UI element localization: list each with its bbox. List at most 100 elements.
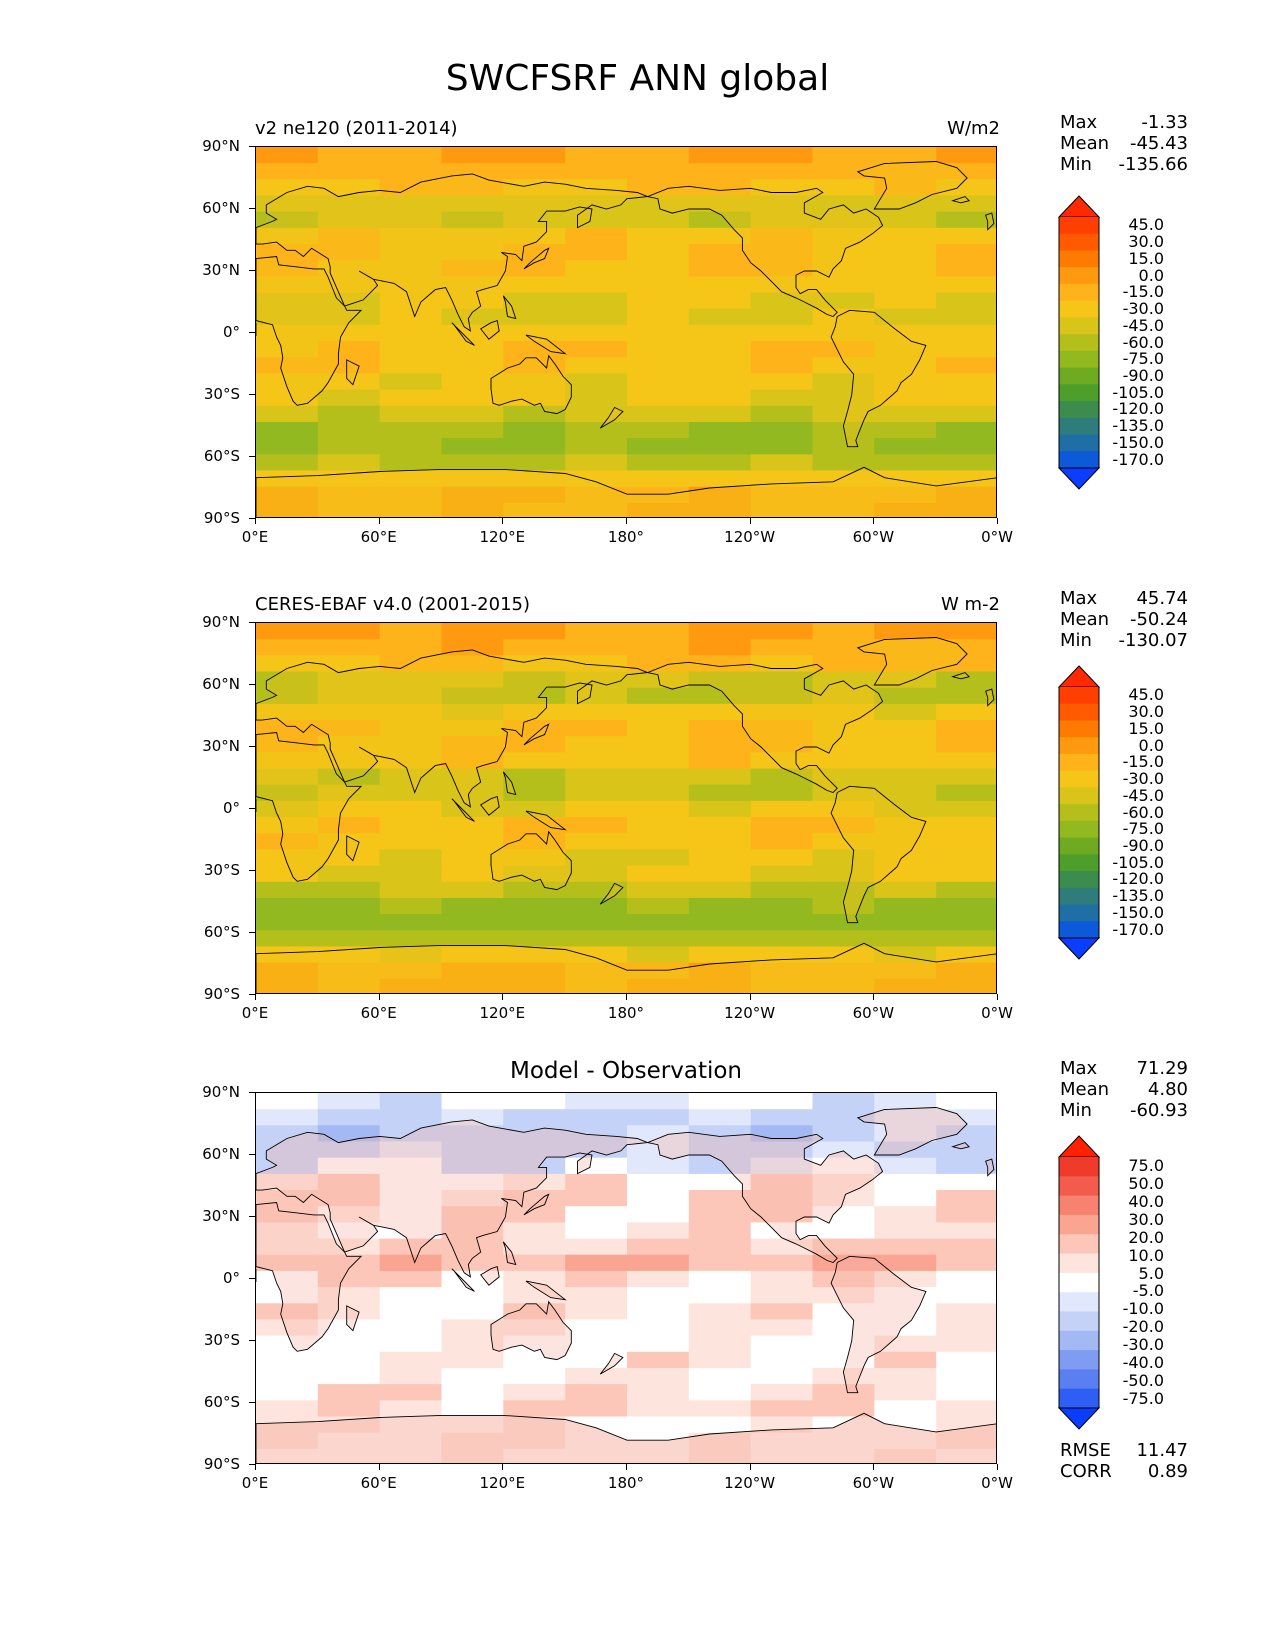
field-cell xyxy=(936,898,996,916)
field-cell xyxy=(379,1400,443,1418)
field-cell xyxy=(379,784,443,802)
coastline xyxy=(856,1107,968,1156)
field-cell xyxy=(627,768,690,786)
colorbar-segment xyxy=(1059,720,1099,738)
field-cell xyxy=(688,389,752,407)
field-cell xyxy=(379,1157,443,1175)
field-cell xyxy=(812,833,876,851)
field-cell xyxy=(750,1287,814,1305)
field-cell xyxy=(503,881,567,899)
field-cell xyxy=(256,1173,319,1192)
field-cell xyxy=(317,227,381,246)
field-cell xyxy=(441,1287,505,1305)
field-cell xyxy=(936,1125,996,1143)
field-cell xyxy=(317,1287,381,1305)
field-cell xyxy=(565,784,628,802)
field-cell xyxy=(627,1335,690,1353)
field-cell xyxy=(750,671,814,689)
map-plot xyxy=(255,1092,997,1464)
field-cell xyxy=(441,639,505,657)
colorbar-segment xyxy=(1059,250,1099,268)
stat-mean-label: Mean xyxy=(1060,133,1110,154)
field-cell xyxy=(812,671,876,689)
field-cell xyxy=(750,817,814,835)
coastline xyxy=(490,354,572,415)
field-cell xyxy=(441,195,505,213)
field-cell xyxy=(936,1400,996,1418)
x-tick-mark xyxy=(502,518,504,524)
colorbar-tick-label: 15.0 xyxy=(1128,718,1164,738)
field-cell xyxy=(565,800,628,819)
field-cell xyxy=(874,1335,938,1353)
coastline xyxy=(451,798,475,822)
field-cell xyxy=(688,720,752,738)
field-cell xyxy=(256,147,319,165)
field-cell xyxy=(750,639,814,657)
x-tick-mark xyxy=(997,1464,998,1470)
field-cell xyxy=(317,800,381,819)
colorbar-tick-label: -60.0 xyxy=(1122,332,1164,352)
field-cell xyxy=(256,438,319,456)
field-cell xyxy=(317,1270,381,1289)
x-tick-mark xyxy=(502,994,504,1000)
field-cell xyxy=(565,1157,628,1175)
field-cell xyxy=(688,470,752,488)
field-cell xyxy=(688,1303,752,1321)
field-cell xyxy=(379,687,443,705)
field-cell xyxy=(503,1303,567,1321)
field-cell xyxy=(441,357,505,375)
field-cell xyxy=(627,849,690,867)
field-cell xyxy=(503,179,567,197)
rmse-label: RMSE xyxy=(1060,1440,1111,1461)
field-cell xyxy=(874,655,938,673)
field-cell xyxy=(874,1125,938,1143)
field-cell xyxy=(936,179,996,197)
field-cell xyxy=(936,1190,996,1208)
field-cell xyxy=(874,1368,938,1386)
field-cell xyxy=(627,720,690,738)
field-cell xyxy=(688,211,752,229)
coastline xyxy=(256,649,648,808)
x-tick-label: 60°W xyxy=(852,528,895,546)
field-cell xyxy=(379,454,443,472)
field-cell xyxy=(441,1319,505,1337)
field-cell xyxy=(750,1319,814,1337)
field-cell xyxy=(750,211,814,229)
coastline xyxy=(523,247,550,270)
coastline xyxy=(256,256,363,406)
colorbar-segment xyxy=(1059,1157,1099,1177)
y-tick-label: 30°S xyxy=(203,385,240,403)
field-cell xyxy=(503,687,567,705)
field-cell xyxy=(812,324,876,343)
field-cell xyxy=(688,914,752,932)
field-cell xyxy=(874,1222,938,1240)
y-tick-mark xyxy=(249,1092,255,1093)
field-cell xyxy=(503,1125,567,1143)
field-cell xyxy=(565,1303,628,1321)
field-cell xyxy=(503,1287,567,1305)
field-cell xyxy=(627,1400,690,1418)
field-cell xyxy=(317,147,381,165)
field-cell xyxy=(317,817,381,835)
field-cell xyxy=(750,1173,814,1192)
colorbar-tick-label: -75.0 xyxy=(1122,1389,1164,1409)
coastline xyxy=(856,161,968,210)
field-cell xyxy=(750,454,814,472)
field-cell xyxy=(688,655,752,673)
coastline xyxy=(646,185,884,318)
field-cell xyxy=(936,1270,996,1289)
colorbar-tick-label: -90.0 xyxy=(1122,835,1164,855)
field-cell xyxy=(936,639,996,657)
field-cell xyxy=(627,211,690,229)
colorbar-tick-label: 30.0 xyxy=(1128,1209,1164,1229)
field-cell xyxy=(750,195,814,213)
field-cell xyxy=(812,195,876,213)
field-cell xyxy=(441,833,505,851)
stat-mean-value: -45.43 xyxy=(1129,133,1188,154)
field-cell xyxy=(627,1351,690,1369)
field-cell xyxy=(627,914,690,932)
colorbar-segment xyxy=(1059,1195,1099,1216)
field-cell xyxy=(874,341,938,359)
field-cell xyxy=(874,1400,938,1418)
field-cell xyxy=(256,881,319,899)
